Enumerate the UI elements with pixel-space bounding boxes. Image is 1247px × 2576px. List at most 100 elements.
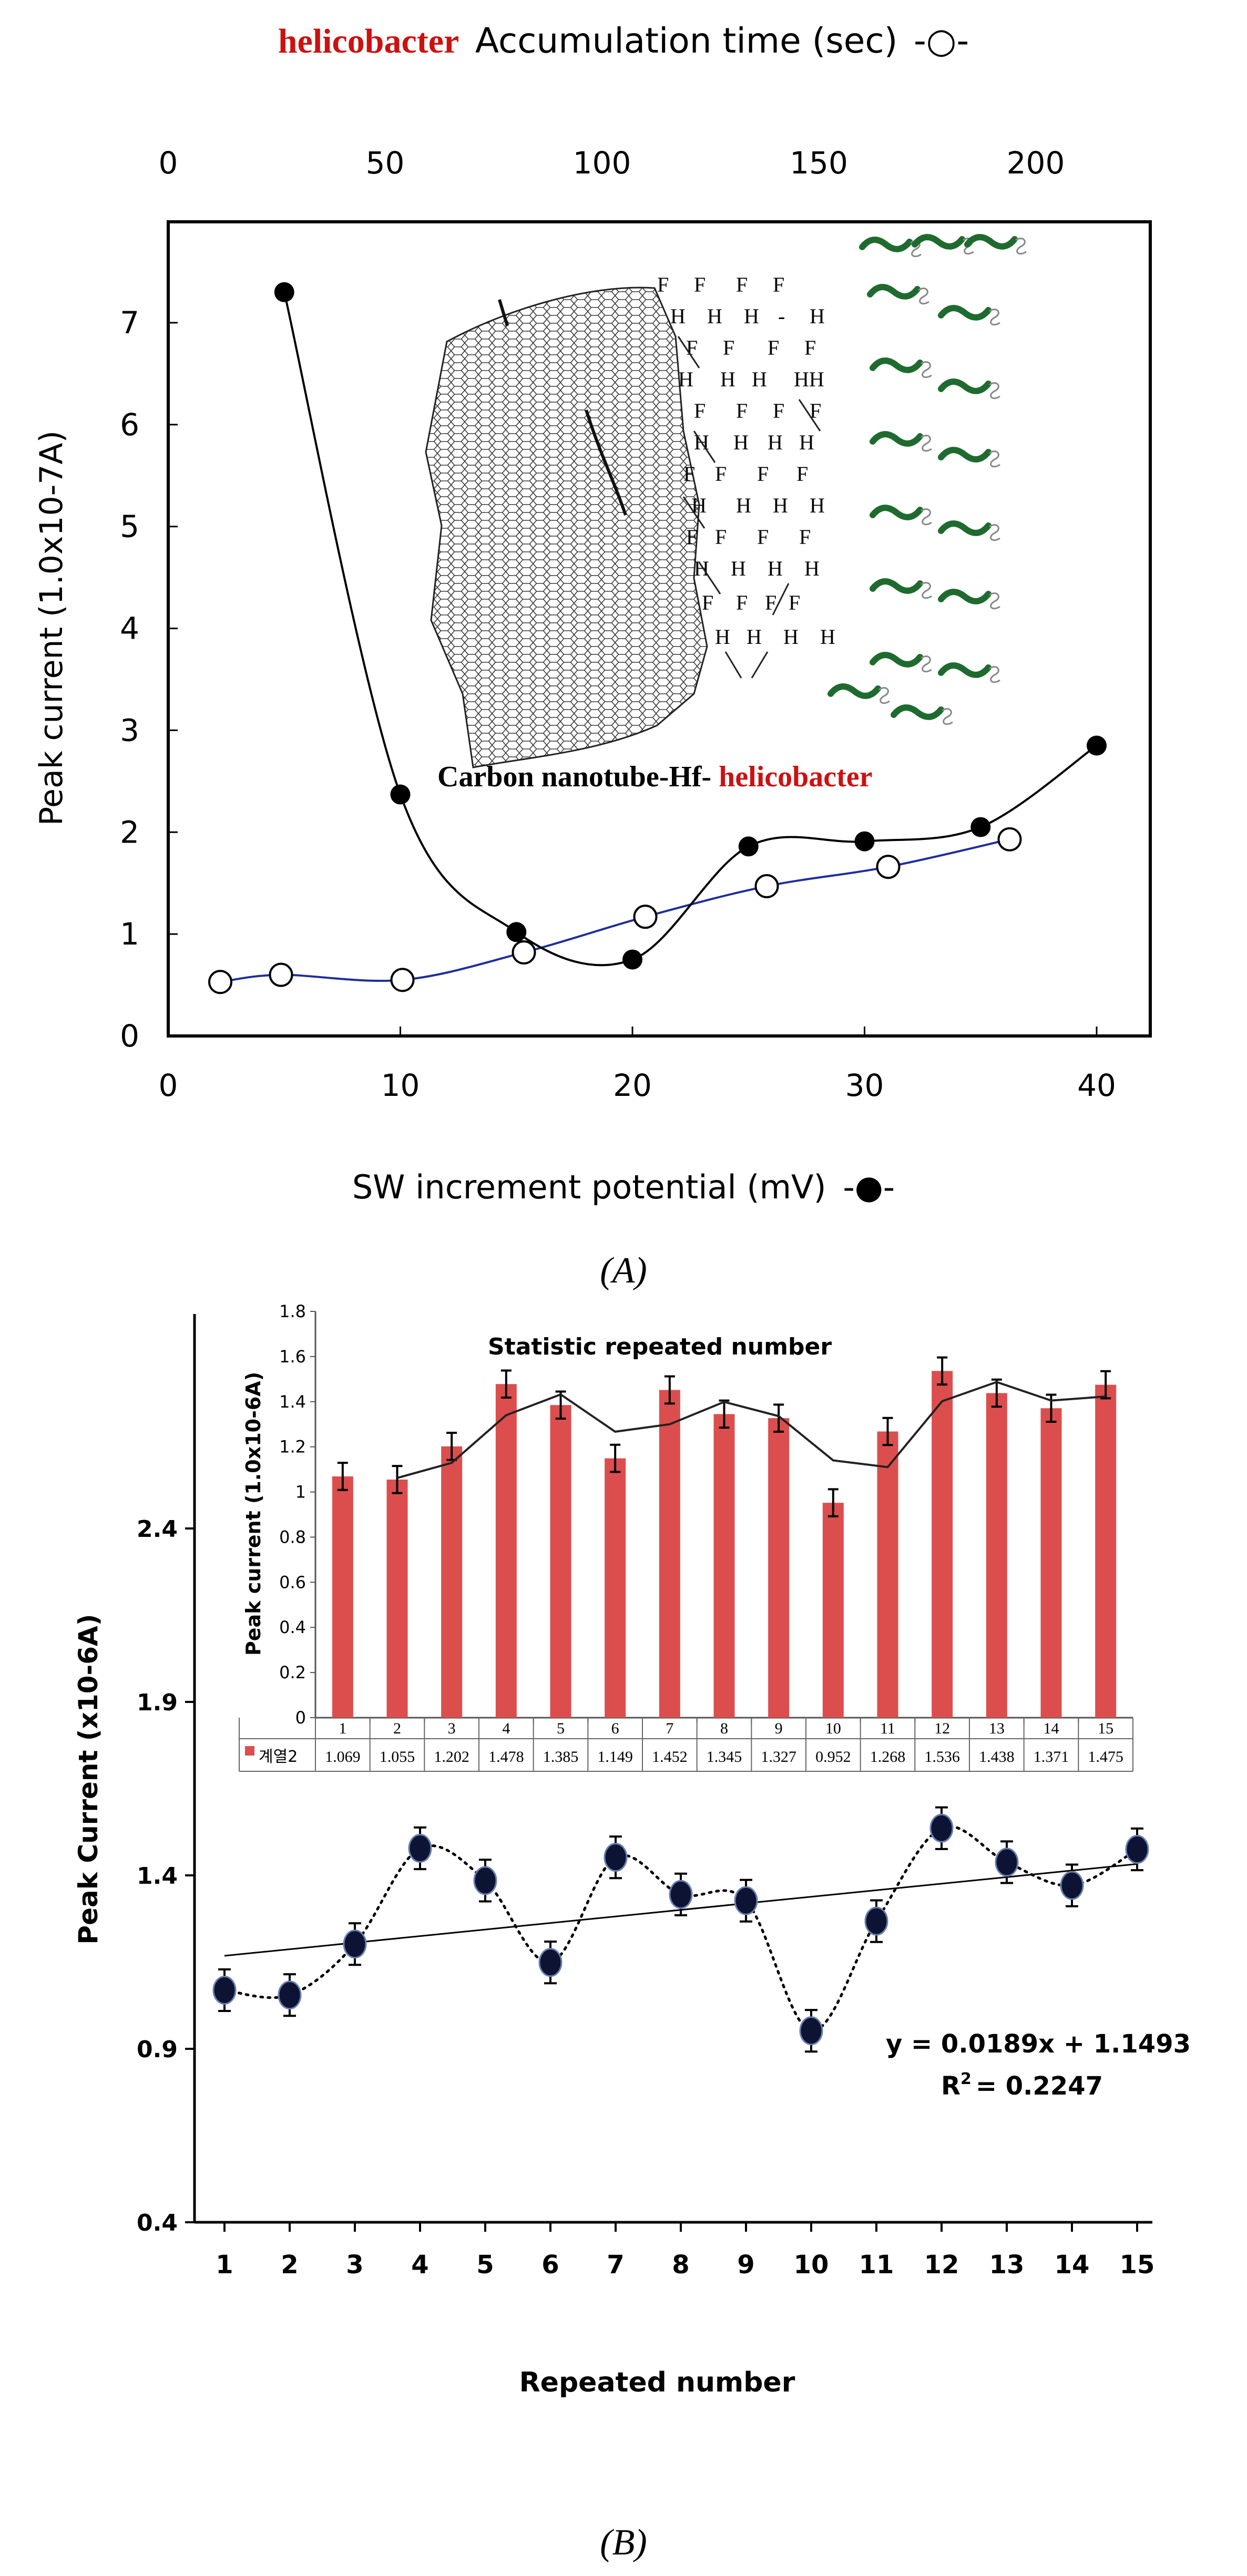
b-inset-series-name: 계열2 bbox=[259, 1748, 298, 1766]
inset-atom-label: HH bbox=[794, 367, 824, 391]
inset-atom-label: H bbox=[820, 625, 835, 649]
b-inset-table-value: 1.371 bbox=[1034, 1748, 1069, 1766]
a-accumulation-point bbox=[633, 905, 658, 929]
b-data-point bbox=[669, 1880, 693, 1909]
a-x-tick-label: 20 bbox=[613, 1068, 652, 1103]
inset-atom-label: F bbox=[796, 462, 808, 486]
b-inset-x-tick-label: 8 bbox=[720, 1720, 728, 1737]
b-inset-x-tick-label: 11 bbox=[880, 1720, 895, 1737]
b-inset-table-value: 1.268 bbox=[870, 1748, 906, 1766]
b-inset-table-value: 1.452 bbox=[652, 1748, 688, 1766]
b-inset-y-tick-label: 1.4 bbox=[279, 1392, 306, 1412]
b-inset-x-tick-label: 3 bbox=[448, 1720, 456, 1737]
inset-atom-label: H bbox=[744, 304, 759, 328]
inset-atom-label: F bbox=[736, 273, 748, 296]
inset-bacterium bbox=[870, 652, 923, 668]
a-accumulation-point bbox=[512, 940, 536, 965]
a-x-tick-label: 0 bbox=[159, 1068, 178, 1103]
b-inset-data-table: 1 2 3 4 5 6 7 8 9 10 11 12 13 14 151.069 1.055 1.202 1.47… bbox=[239, 1718, 1133, 1772]
inset-flagellum bbox=[989, 382, 1000, 399]
inset-atom-label: F bbox=[799, 525, 811, 549]
b-inset-table-value: 1.327 bbox=[761, 1748, 796, 1766]
b-inset-x-tick-label: 13 bbox=[989, 1720, 1005, 1737]
b-inset-y-tick-label: 0 bbox=[295, 1708, 306, 1728]
inset-atom-label: H bbox=[804, 557, 820, 580]
inset-bacterium bbox=[827, 683, 881, 699]
a-x-label-text: SW increment potential (mV) bbox=[352, 1168, 826, 1206]
b-inset-x-tick-label: 14 bbox=[1044, 1720, 1059, 1737]
b-inset-table-value: 1.536 bbox=[924, 1748, 960, 1766]
inset-atom-label: H bbox=[752, 367, 767, 391]
inset-atom-label: H bbox=[810, 494, 825, 517]
inset-atom-label: F bbox=[757, 525, 769, 549]
b-inset-bar bbox=[441, 1446, 463, 1718]
inset-bacterium bbox=[938, 520, 992, 536]
a-y-tick-label: 0 bbox=[120, 1018, 139, 1054]
b-inset-bar bbox=[822, 1503, 844, 1718]
a-x-axis-ticks: 0 10 20 30 40 bbox=[159, 1027, 1116, 1103]
inset-atom-label: H bbox=[773, 494, 788, 517]
inset-bacterium bbox=[870, 431, 923, 447]
inset-bond bbox=[751, 651, 769, 679]
a-x-tick-label: 40 bbox=[1077, 1068, 1116, 1103]
b-x-axis-label: Repeated number bbox=[519, 2367, 795, 2398]
inset-atom-label: F bbox=[715, 462, 727, 486]
a-sw-increment-point bbox=[274, 282, 294, 302]
inset-bacterium bbox=[912, 234, 965, 250]
inset-atom-label: F bbox=[657, 273, 669, 296]
inset-label-helicobacter: helicobacter bbox=[719, 761, 872, 793]
b-x-tick-label: 6 bbox=[541, 2250, 559, 2280]
b-y-tick-label: 0.9 bbox=[137, 2036, 178, 2063]
inset-bond bbox=[724, 651, 742, 679]
b-inset-x-tick-label: 6 bbox=[611, 1720, 619, 1737]
inset-atom-label: F bbox=[683, 462, 695, 486]
inset-atom-label: H bbox=[694, 557, 709, 580]
inset-atom-label: F bbox=[736, 399, 748, 423]
b-x-tick-label: 11 bbox=[859, 2250, 894, 2280]
b-x-tick-label: 14 bbox=[1055, 2250, 1090, 2280]
b-x-tick-label: 10 bbox=[794, 2250, 829, 2280]
inset-atom-label: H bbox=[768, 430, 783, 454]
inset-bacteria bbox=[827, 234, 1027, 725]
inset-label-cnt: Carbon nanotube-Hf- bbox=[437, 761, 711, 793]
inset-bacterium bbox=[870, 578, 923, 594]
b-inset-table-value: 1.478 bbox=[488, 1748, 524, 1766]
inset-flagellum bbox=[921, 655, 932, 673]
b-inset-x-tick-label: 5 bbox=[557, 1720, 565, 1737]
inset-atom-label: H bbox=[715, 625, 730, 649]
a-sw-increment-point bbox=[506, 922, 527, 942]
a-y-tick-label: 2 bbox=[120, 814, 139, 850]
inset-bacterium bbox=[870, 357, 923, 373]
b-inset-y-tick-label: 1.6 bbox=[279, 1347, 306, 1367]
inset-atom-label: H bbox=[783, 625, 799, 649]
b-trend-r2-value: = 0.2247 bbox=[976, 2071, 1103, 2101]
inset-flagellum bbox=[989, 309, 1000, 326]
inset-bond bbox=[698, 562, 721, 594]
b-inset-y-tick-label: 0.8 bbox=[279, 1527, 306, 1547]
a-series-layer bbox=[208, 282, 1107, 994]
inset-atom-label: F bbox=[736, 591, 748, 614]
inset-bacterium bbox=[859, 237, 913, 252]
a-top-axis-ticks: 0 50 100 150 200 bbox=[159, 145, 1065, 181]
inset-bacterium bbox=[870, 505, 923, 520]
a-accumulation-point bbox=[208, 970, 232, 994]
b-x-tick-label: 13 bbox=[989, 2250, 1025, 2280]
a-y-tick-label: 4 bbox=[120, 611, 139, 646]
a-accumulation-point bbox=[997, 827, 1022, 851]
b-data-point bbox=[538, 1948, 563, 1977]
cnt-crease bbox=[585, 409, 627, 516]
a-accumulation-point bbox=[269, 962, 293, 987]
a-sw-increment-point bbox=[854, 831, 875, 851]
b-trend-r2-label: R bbox=[941, 2071, 960, 2101]
inset-bacterium bbox=[964, 234, 1018, 250]
inset-bacterium bbox=[938, 447, 992, 463]
inset-atom-label: H bbox=[707, 304, 722, 328]
a-y-tick-label: 6 bbox=[120, 407, 139, 443]
b-inset-bar bbox=[1095, 1384, 1117, 1718]
b-data-point bbox=[864, 1906, 888, 1936]
b-inset-title: Statistic repeated number bbox=[488, 1333, 832, 1360]
inset-atom-label: F bbox=[757, 462, 769, 486]
inset-atom-label: H bbox=[670, 304, 686, 328]
a-accumulation-point bbox=[754, 874, 779, 899]
